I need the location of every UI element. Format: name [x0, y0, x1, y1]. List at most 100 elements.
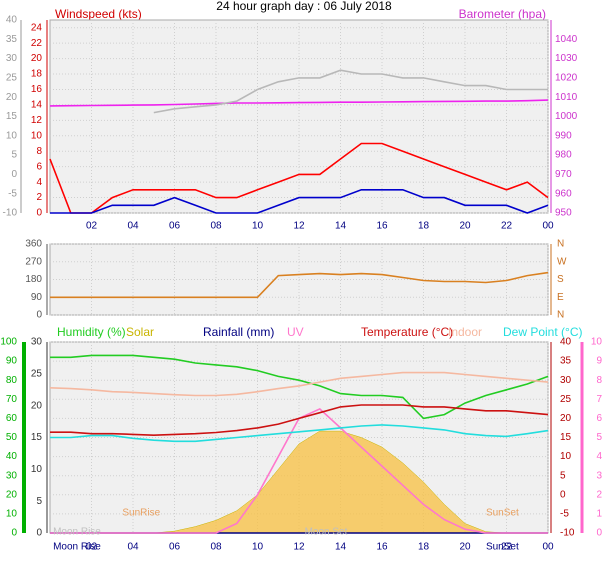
y-tick-label: 10	[31, 130, 43, 141]
y-tick-label: 25	[31, 368, 43, 379]
x-tick-label: 06	[169, 221, 181, 232]
moon-event: Moon Rise	[53, 527, 101, 538]
y-tick-label: 1010	[555, 92, 578, 103]
x-tick-label: 14	[335, 542, 347, 553]
y-tick-label: 7	[596, 394, 602, 405]
series-line	[49, 371, 549, 397]
y-tick-label: 990	[555, 130, 572, 141]
y-tick-label: 1040	[555, 34, 578, 45]
y-tick-label: 25	[560, 394, 572, 405]
x-tick-label: 12	[293, 221, 305, 232]
y-tick-label: 10	[591, 337, 603, 348]
x-tick-label: 18	[418, 221, 430, 232]
y-tick-label: 270	[25, 256, 42, 267]
x-tick-label: 12	[293, 542, 305, 553]
legend-entry: Rainfall (mm)	[203, 325, 274, 339]
y-tick-label: -5	[8, 188, 17, 199]
y-tick-label: 35	[6, 34, 18, 45]
y-tick-label: 5	[36, 496, 42, 507]
y-tick-label: 6	[36, 161, 42, 172]
y-tick-label: 5	[596, 432, 602, 443]
series-line	[50, 189, 549, 214]
legend-entry: Dew Point (°C)	[503, 325, 582, 339]
y-tick-label: 360	[25, 239, 42, 250]
windspeed-label: Windspeed (kts)	[55, 7, 142, 21]
y-tick-label: 50	[6, 432, 18, 443]
y-tick-label: 80	[6, 375, 18, 386]
y-tick-label: 10	[31, 464, 43, 475]
x-tick-label: 08	[210, 542, 222, 553]
y-tick-label: 3	[596, 470, 602, 481]
y-tick-label: 12	[31, 115, 43, 126]
y-tick-label: 40	[560, 337, 572, 348]
series-line	[49, 142, 549, 214]
y-tick-label: -10	[3, 208, 18, 219]
y-tick-label: 20	[31, 53, 43, 64]
y-tick-label: 24	[31, 22, 43, 33]
series-line	[50, 424, 549, 443]
y-tick-label: 90	[31, 292, 43, 303]
sun-event: SunRise	[122, 508, 160, 519]
x-tick-label: 16	[376, 542, 388, 553]
y-tick-label: 60	[6, 413, 18, 424]
y-tick-label: 22	[31, 38, 43, 49]
legend-entry: Indoor	[448, 325, 482, 339]
y-tick-label: W	[557, 256, 567, 267]
y-tick-label: 30	[31, 337, 43, 348]
y-tick-label: -10	[560, 528, 575, 539]
x-tick-label: 22	[501, 221, 513, 232]
legend-entry: UV	[287, 325, 304, 339]
y-tick-label: 5	[11, 150, 17, 161]
y-tick-label: 970	[555, 169, 572, 180]
y-tick-label: 0	[36, 208, 42, 219]
y-tick-label: 2	[596, 489, 602, 500]
x-tick-label: 04	[127, 221, 139, 232]
y-tick-label: 10	[560, 451, 572, 462]
y-tick-label: 180	[25, 274, 42, 285]
y-tick-label: 9	[596, 356, 602, 367]
x-tick-label: 08	[210, 221, 222, 232]
y-tick-label: 40	[6, 451, 18, 462]
y-tick-label: 70	[6, 394, 18, 405]
y-tick-label: 25	[6, 73, 18, 84]
y-tick-label: 1	[596, 509, 602, 520]
y-tick-label: 14	[31, 100, 43, 111]
axis-event: SunSet	[486, 542, 519, 553]
y-tick-label: N	[557, 239, 564, 250]
y-tick-label: S	[557, 274, 564, 285]
x-tick-label: 22	[501, 542, 513, 553]
y-tick-label: 1030	[555, 53, 578, 64]
axis-event: Moon Rise	[53, 542, 101, 553]
y-tick-label: 0	[560, 489, 566, 500]
y-tick-label: 20	[560, 413, 572, 424]
series-line	[50, 404, 549, 437]
legend-entry: Solar	[126, 325, 154, 339]
x-tick-label: 02	[86, 221, 98, 232]
sun-event: SunSet	[486, 508, 519, 519]
series-line	[153, 69, 548, 114]
y-tick-label: 30	[560, 375, 572, 386]
y-tick-label: 6	[596, 413, 602, 424]
y-tick-label: 15	[6, 111, 18, 122]
x-tick-label: 18	[418, 542, 430, 553]
y-tick-label: 100	[0, 337, 17, 348]
y-tick-label: 0	[36, 310, 42, 321]
y-tick-label: 90	[6, 356, 18, 367]
y-tick-label: 35	[560, 356, 572, 367]
y-tick-label: 5	[560, 470, 566, 481]
y-tick-label: -5	[560, 509, 569, 520]
page-title: 24 hour graph day : 06 July 2018	[216, 0, 392, 13]
y-tick-label: 4	[596, 451, 602, 462]
y-tick-label: 20	[6, 92, 18, 103]
y-tick-label: 40	[6, 15, 18, 26]
series-line	[49, 99, 549, 107]
y-tick-label: 0	[11, 169, 17, 180]
y-tick-label: 20	[6, 489, 18, 500]
y-tick-label: 15	[31, 432, 43, 443]
y-tick-label: 10	[6, 130, 18, 141]
y-tick-label: 20	[31, 400, 43, 411]
y-tick-label: 16	[31, 84, 43, 95]
series-line	[50, 271, 549, 299]
legend-entry: Temperature (°C)	[361, 325, 453, 339]
